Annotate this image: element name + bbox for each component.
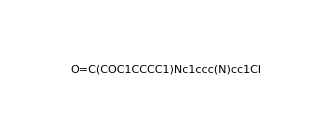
Text: O=C(COC1CCCC1)Nc1ccc(N)cc1Cl: O=C(COC1CCCC1)Nc1ccc(N)cc1Cl	[70, 64, 262, 75]
